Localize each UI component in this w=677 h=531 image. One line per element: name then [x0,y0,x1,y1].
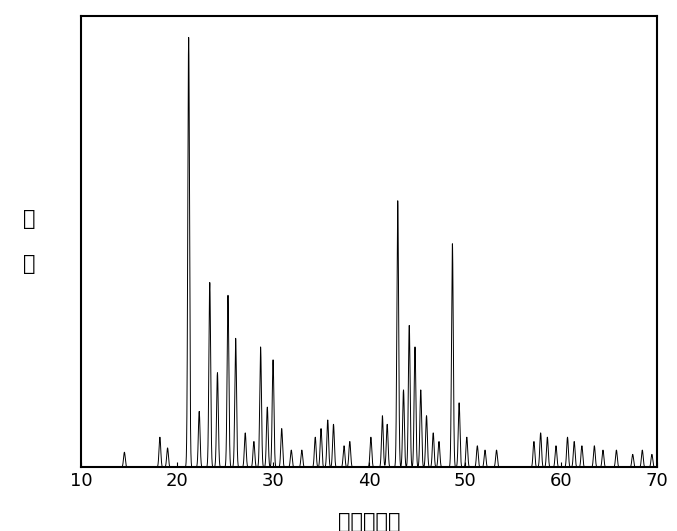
Text: 强: 强 [23,209,36,229]
Text: 角度（度）: 角度（度） [338,512,400,531]
Text: 度: 度 [23,254,36,274]
